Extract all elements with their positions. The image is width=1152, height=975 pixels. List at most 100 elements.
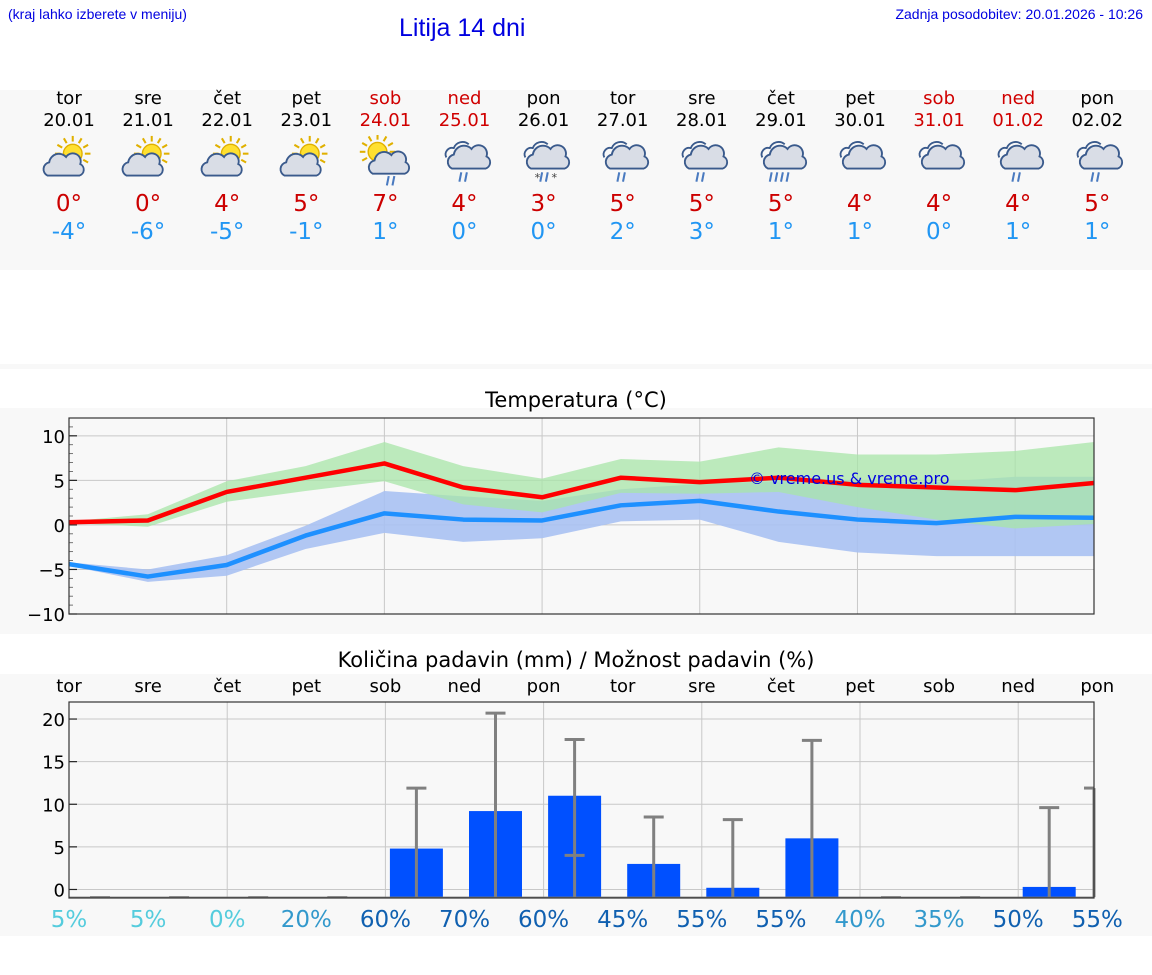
sun-cloud-rain-icon: [360, 135, 411, 186]
y-tick-label: 5: [54, 471, 65, 492]
sun-cloud-icon: [279, 135, 328, 177]
day-column: sre 21.01 0° -6°: [108, 88, 188, 246]
day-date: 20.01: [43, 110, 95, 131]
y-tick-label: 5: [54, 838, 65, 859]
day-column: ned 25.01 4° 0°: [425, 88, 505, 246]
max-temperature: 0°: [55, 191, 83, 217]
svg-text:*: *: [534, 172, 540, 185]
x-day-label: ned: [448, 676, 482, 697]
y-tick-label: −10: [27, 605, 65, 626]
daily-forecast-panel: [0, 90, 1152, 270]
day-column: čet 29.01 5° 1°: [741, 88, 821, 246]
day-column: pet 30.01 4° 1°: [820, 88, 900, 246]
precipitation-probability: 35%: [914, 907, 965, 933]
x-day-label: sre: [688, 676, 715, 697]
x-day-label: pon: [527, 676, 561, 697]
cloud-icon: [839, 141, 887, 170]
cloud-rain-icon: [602, 141, 649, 182]
day-name: sre: [134, 88, 162, 109]
x-day-label: ned: [1001, 676, 1035, 697]
last-updated: Zadnja posodobitev: 20.01.2026 - 10:26: [895, 6, 1143, 22]
max-temperature: 5°: [688, 191, 715, 217]
max-temperature: 4°: [926, 191, 953, 217]
max-temperature: 5°: [767, 191, 794, 217]
precipitation-probability: 40%: [834, 907, 885, 933]
day-date: 23.01: [280, 110, 333, 131]
page-title: Litija 14 dni: [399, 14, 526, 42]
day-column: tor 20.01 0° -4°: [29, 88, 109, 246]
min-temperature: 0°: [926, 219, 953, 245]
daily-forecast-row: tor 20.01 0° -4° sre 21.01 0° -6° čet 22.01 4° -5° p…: [0, 88, 1152, 268]
day-date: 31.01: [913, 110, 965, 131]
day-date: 22.01: [201, 110, 253, 131]
min-temperature: 3°: [688, 219, 715, 245]
x-day-label: čet: [767, 676, 795, 697]
day-date: 30.01: [834, 110, 886, 131]
sun-cloud-icon: [200, 135, 249, 177]
min-temperature: -6°: [130, 219, 166, 245]
precipitation-probability: 50%: [993, 907, 1044, 933]
day-date: 26.01: [517, 110, 570, 131]
min-temperature: 2°: [609, 219, 636, 245]
cloud-heavy-rain-icon: [760, 141, 807, 182]
day-column: sre 28.01 5° 3°: [662, 88, 742, 246]
max-temperature: 5°: [293, 191, 320, 217]
day-date: 29.01: [755, 110, 807, 131]
location-hint[interactable]: (kraj lahko izberete v meniju): [8, 6, 187, 22]
day-name: čet: [766, 88, 795, 109]
temperature-chart-title: Temperatura (°C): [485, 388, 667, 412]
day-name: pon: [526, 88, 561, 109]
min-temperature-line: [68, 498, 1095, 579]
day-date: 28.01: [676, 110, 728, 131]
max-temperature: 4°: [214, 191, 241, 217]
day-name: pet: [291, 88, 322, 109]
max-temperature: 4°: [451, 191, 478, 217]
cloud-rain-icon: [1076, 141, 1124, 182]
y-tick-label: −5: [38, 560, 65, 581]
x-day-label: sre: [134, 676, 161, 697]
max-temperature: 7°: [372, 191, 399, 217]
precipitation-chart: tor sre čet pet sob ned pon tor sre čet pet sob ned p…: [42, 676, 1123, 933]
day-name: sob: [369, 88, 402, 109]
x-day-label: sob: [923, 676, 955, 697]
min-temperature: -4°: [51, 219, 87, 245]
y-tick-label: 20: [42, 710, 65, 731]
max-temperature: 4°: [846, 191, 874, 217]
sun-cloud-icon: [121, 135, 170, 177]
min-temperature: -5°: [209, 219, 245, 245]
y-tick-label: 15: [42, 753, 65, 774]
day-name: tor: [609, 88, 636, 109]
day-name: ned: [447, 88, 482, 109]
min-temperature: 1°: [1084, 219, 1111, 245]
precipitation-probability: 55%: [676, 907, 727, 933]
precipitation-probability: 5%: [51, 907, 88, 933]
precipitation-probability: 0%: [209, 907, 246, 933]
x-day-label: tor: [56, 676, 82, 697]
x-day-label: sob: [369, 676, 401, 697]
x-day-label: tor: [610, 676, 636, 697]
day-column: ned 01.02 4° 1°: [978, 88, 1058, 246]
x-day-label: čet: [213, 676, 241, 697]
day-date: 24.01: [359, 110, 412, 131]
day-column: pon 26.01 * * 3° 0°: [504, 88, 584, 246]
min-temperature: 1°: [767, 219, 794, 245]
day-column: sob 24.01 7° 1°: [345, 88, 425, 246]
cloud-rain-icon: [997, 141, 1045, 182]
day-column: čet 22.01 4° -5°: [187, 88, 267, 246]
plot-frame: [68, 417, 1095, 615]
svg-text:*: *: [551, 172, 557, 185]
max-temperature: 0°: [135, 191, 162, 217]
x-day-label: pon: [1080, 676, 1114, 697]
day-column: tor 27.01 5° 2°: [583, 88, 663, 246]
precipitation-probability: 45%: [597, 907, 648, 933]
precipitation-chart-title: Količina padavin (mm) / Možnost padavin …: [337, 648, 815, 672]
temperature-chart: −10 −5 0 5 10 © vreme.us & vreme.pro: [27, 417, 1095, 626]
precipitation-probability: 60%: [360, 907, 411, 933]
day-column: pon 02.02 5° 1°: [1057, 88, 1137, 246]
y-tick-label: 0: [54, 516, 65, 537]
max-temperature: 4°: [1005, 191, 1032, 217]
min-temperature: 0°: [530, 219, 557, 245]
min-temperature: 1°: [1005, 219, 1032, 245]
day-date: 27.01: [596, 110, 649, 131]
y-tick-label: 0: [54, 880, 65, 901]
